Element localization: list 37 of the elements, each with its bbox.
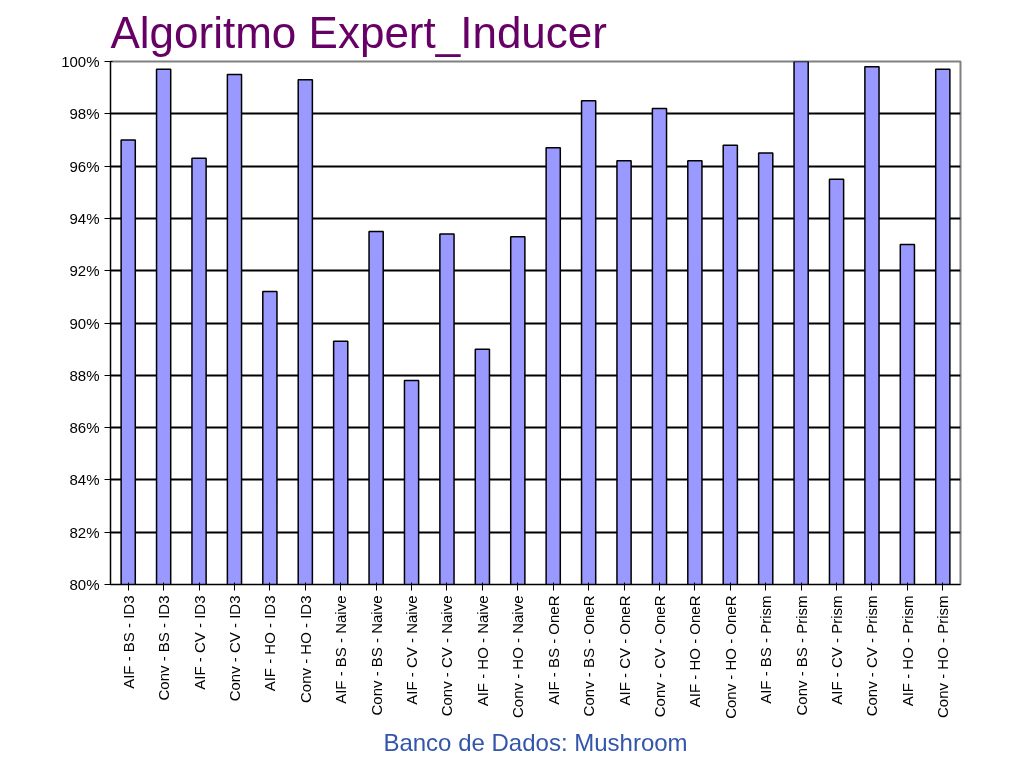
y-tick-label: 82% xyxy=(69,523,100,541)
y-tick-label: 80% xyxy=(69,576,100,593)
x-tick-label: AIF - BS - Naive xyxy=(332,595,350,704)
x-tick-label: Conv - HO - OneR xyxy=(721,595,739,719)
x-tick-label: AIF - CV - OneR xyxy=(615,595,633,706)
x-tick-label: AIF - BS - Prism xyxy=(757,595,775,704)
x-tick-label: AIF - BS - OneR xyxy=(544,595,562,705)
y-tick-label: 98% xyxy=(69,105,100,123)
x-tick-label: AIF - CV - ID3 xyxy=(190,595,208,690)
x-tick-label: AIF - HO - OneR xyxy=(686,595,704,708)
y-tick-label: 96% xyxy=(69,157,100,175)
x-tick-label: Conv - CV - Prism xyxy=(863,595,881,717)
x-tick-label: AIF - BS - ID3 xyxy=(119,595,137,689)
x-tick-label: Conv - CV - OneR xyxy=(650,595,668,718)
x-tick-label: AIF - CV - Prism xyxy=(828,595,846,705)
x-tick-label: Conv - CV - ID3 xyxy=(225,595,243,702)
x-tick-label: Conv - CV - Naive xyxy=(438,595,456,717)
x-tick-label: Conv - BS - ID3 xyxy=(155,595,173,701)
x-tick-label: AIF - CV - Naive xyxy=(403,595,421,705)
y-tick-label: 86% xyxy=(69,419,100,437)
x-tick-label: Conv - HO - ID3 xyxy=(296,595,314,704)
y-tick-label: 92% xyxy=(69,262,100,280)
y-tick-label: 90% xyxy=(69,314,100,332)
x-tick-label: AIF - HO - Prism xyxy=(898,595,916,707)
x-tick-label: Conv - BS - Prism xyxy=(792,595,810,716)
x-tick-label: AIF - HO - Naive xyxy=(473,595,491,707)
y-tick-label: 100% xyxy=(61,53,100,70)
x-tick-label: Conv - BS - OneR xyxy=(580,595,598,717)
x-tick-label: Conv - HO - Prism xyxy=(934,595,952,718)
x-tick-label: Conv - HO - Naive xyxy=(509,595,527,719)
y-tick-label: 94% xyxy=(69,209,100,227)
y-tick-label: 84% xyxy=(69,471,100,489)
y-tick-label: 88% xyxy=(69,366,100,384)
chart-title: Algoritmo Expert_Inducer xyxy=(110,7,607,57)
x-tick-label: Conv - BS - Naive xyxy=(367,595,385,716)
text: Banco de Dados: Mushroom xyxy=(383,728,688,756)
x-tick-label: AIF - HO - ID3 xyxy=(261,595,279,692)
